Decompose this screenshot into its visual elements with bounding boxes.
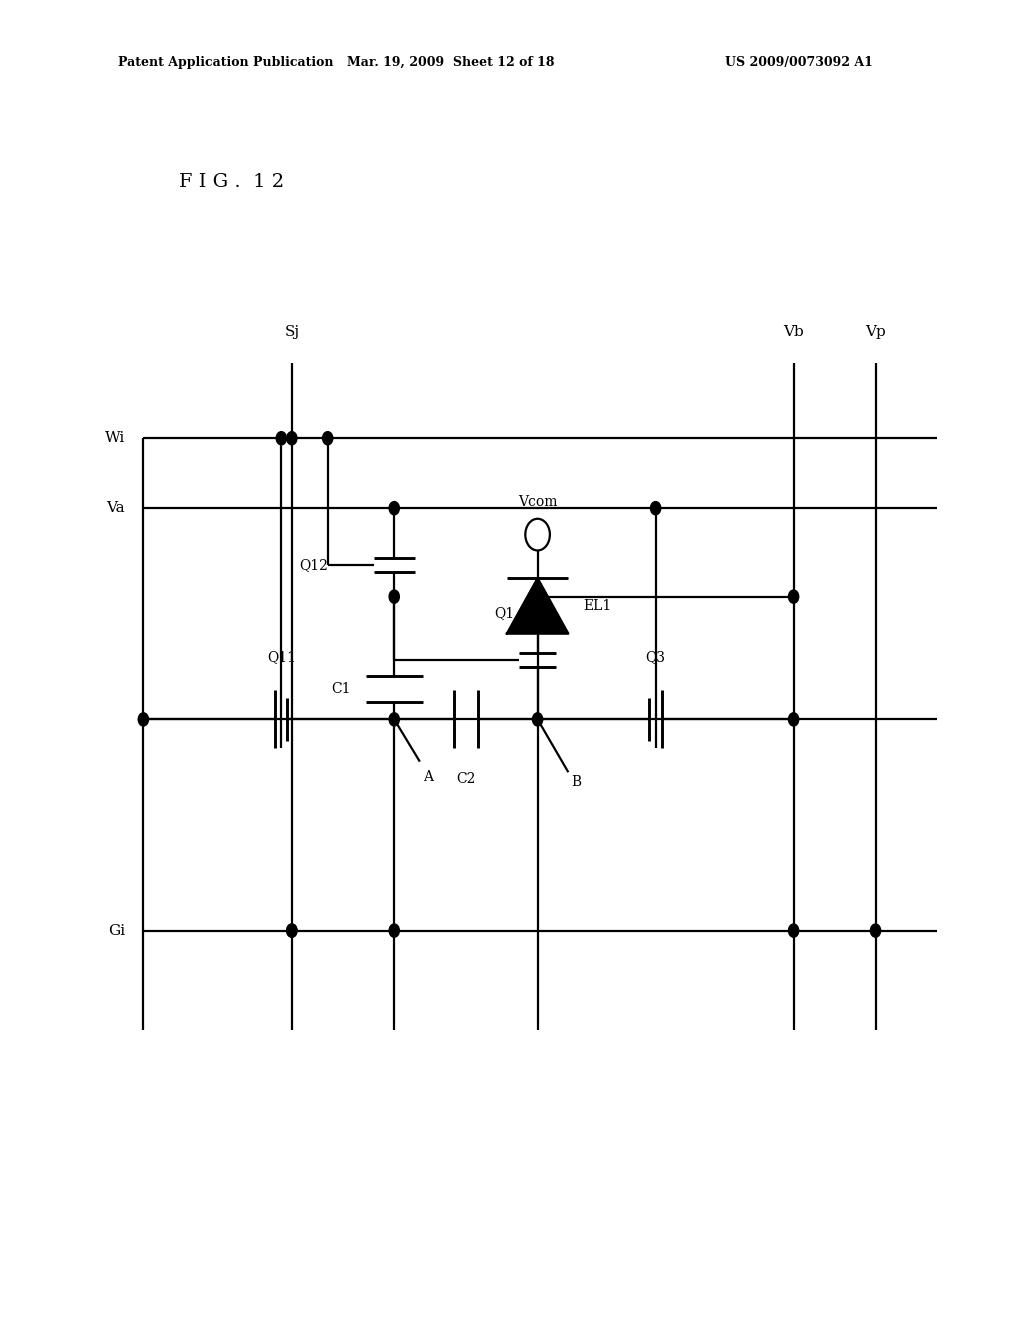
Text: Q1: Q1	[494, 606, 514, 620]
Text: Sj: Sj	[285, 325, 299, 339]
Text: F I G .  1 2: F I G . 1 2	[179, 173, 285, 191]
Text: Q3: Q3	[645, 649, 666, 664]
Circle shape	[650, 502, 660, 515]
Text: Gi: Gi	[108, 924, 125, 937]
Text: Va: Va	[106, 502, 125, 515]
Circle shape	[532, 713, 543, 726]
Circle shape	[389, 590, 399, 603]
Text: Q11: Q11	[267, 649, 296, 664]
Circle shape	[287, 432, 297, 445]
Text: EL1: EL1	[584, 599, 612, 612]
Text: Q12: Q12	[299, 558, 328, 572]
Text: Vp: Vp	[865, 325, 886, 339]
Text: B: B	[571, 775, 582, 789]
Circle shape	[870, 924, 881, 937]
Text: C1: C1	[332, 682, 351, 696]
Text: Wi: Wi	[104, 432, 125, 445]
Text: US 2009/0073092 A1: US 2009/0073092 A1	[725, 55, 872, 69]
Text: Vb: Vb	[783, 325, 804, 339]
Polygon shape	[507, 578, 568, 634]
Circle shape	[788, 713, 799, 726]
Circle shape	[323, 432, 333, 445]
Text: Patent Application Publication: Patent Application Publication	[118, 55, 333, 69]
Text: Mar. 19, 2009  Sheet 12 of 18: Mar. 19, 2009 Sheet 12 of 18	[347, 55, 554, 69]
Text: Vcom: Vcom	[518, 495, 557, 510]
Circle shape	[389, 713, 399, 726]
Circle shape	[389, 924, 399, 937]
Circle shape	[389, 502, 399, 515]
Text: C2: C2	[457, 772, 475, 787]
Text: A: A	[423, 770, 433, 784]
Circle shape	[287, 924, 297, 937]
Circle shape	[276, 432, 287, 445]
Circle shape	[788, 590, 799, 603]
Circle shape	[138, 713, 148, 726]
Circle shape	[788, 924, 799, 937]
Circle shape	[287, 924, 297, 937]
